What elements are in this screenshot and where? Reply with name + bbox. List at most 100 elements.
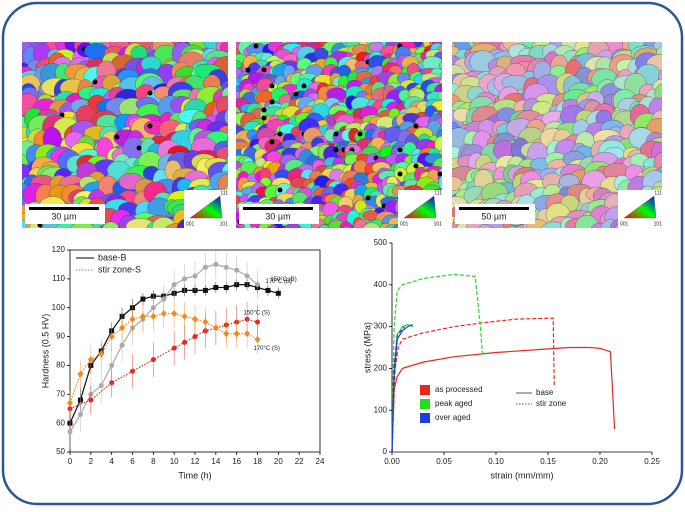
ipf-label: 101: [220, 221, 229, 227]
void: [301, 83, 307, 89]
grain: [439, 60, 442, 70]
series-label: 170°C (B): [266, 279, 292, 285]
marker: [87, 356, 94, 364]
void: [245, 67, 251, 73]
marker: [88, 397, 94, 403]
scale-bar-label: 30 µm: [265, 211, 290, 221]
marker: [140, 296, 146, 302]
y-tick-label: 0: [383, 447, 388, 456]
x-tick-label: 18: [253, 457, 262, 466]
marker: [192, 334, 198, 340]
marker: [244, 330, 251, 338]
marker: [150, 312, 157, 320]
legend-label: base: [536, 388, 554, 397]
x-tick-label: 22: [295, 457, 304, 466]
x-tick-label: 6: [130, 457, 135, 466]
marker: [223, 264, 229, 270]
scale-bar-label: 50 µm: [481, 211, 506, 221]
grain: [437, 91, 442, 101]
series-label: 150°C (B): [270, 277, 296, 283]
legend-label: as processed: [435, 385, 483, 394]
marker: [139, 312, 146, 320]
void: [114, 134, 120, 140]
marker: [129, 315, 136, 323]
ipf-label: 001: [186, 221, 195, 227]
ipf-label: 111: [654, 190, 662, 196]
ipf-triangle: [189, 195, 223, 219]
legend-label: peak aged: [435, 399, 472, 408]
y-tick-label: 500: [374, 238, 388, 247]
grain: [22, 219, 27, 228]
y-tick-label: 60: [56, 418, 65, 427]
marker: [192, 315, 198, 323]
y-tick-label: 300: [374, 322, 388, 331]
marker: [109, 362, 115, 368]
marker: [119, 324, 126, 332]
grain: [478, 224, 492, 228]
ipf-triangle: [403, 195, 437, 219]
marker: [171, 345, 177, 351]
x-tick-label: 2: [89, 457, 94, 466]
legend-swatch: [420, 385, 430, 395]
marker: [254, 335, 261, 343]
marker: [223, 285, 229, 291]
y-axis-title: Hardness (0.5 HV): [40, 314, 50, 389]
ipf-label: 111: [434, 190, 442, 196]
marker: [275, 290, 281, 296]
ipf-label: 001: [620, 221, 629, 227]
marker: [182, 276, 188, 282]
x-tick-label: 10: [170, 457, 179, 466]
scale-bar: [243, 207, 313, 210]
void: [269, 83, 275, 89]
void: [261, 67, 267, 73]
marker: [213, 285, 219, 291]
y-tick-label: 90: [56, 332, 65, 341]
void: [147, 123, 153, 129]
void: [269, 139, 275, 145]
series-line: [391, 273, 484, 453]
void: [397, 147, 403, 153]
void: [357, 131, 363, 137]
grain: [339, 221, 353, 228]
ipf-label: 001: [400, 221, 409, 227]
x-tick-label: 24: [316, 457, 325, 466]
void: [333, 147, 339, 153]
marker: [202, 318, 209, 326]
void: [136, 145, 142, 151]
void: [92, 79, 98, 85]
y-axis-title: stress (MPa): [362, 322, 372, 373]
legend-swatch: [420, 399, 430, 409]
x-tick-label: 0.20: [592, 457, 608, 466]
x-tick-label: 0.25: [644, 457, 660, 466]
legend-label: stir zone-S: [98, 264, 141, 274]
x-tick-label: 20: [274, 457, 283, 466]
x-tick-label: 12: [191, 457, 200, 466]
void: [277, 187, 283, 193]
x-axis-title: Time (h): [178, 470, 211, 480]
ipf-label: 111: [220, 190, 228, 196]
marker: [98, 350, 105, 358]
grain: [216, 146, 228, 162]
marker: [67, 429, 73, 435]
x-tick-label: 16: [232, 457, 241, 466]
marker: [255, 282, 260, 288]
marker: [255, 319, 260, 325]
marker: [119, 342, 125, 348]
micrograph: [236, 42, 442, 228]
marker: [67, 399, 73, 407]
marker: [213, 261, 219, 267]
marker: [265, 287, 271, 293]
marker: [171, 309, 178, 317]
x-tick-label: 4: [109, 457, 114, 466]
marker: [108, 333, 115, 341]
marker: [202, 287, 208, 293]
void: [365, 195, 371, 201]
y-tick-label: 110: [52, 274, 65, 283]
ipf-label: 101: [654, 221, 663, 227]
x-tick-label: 0.00: [384, 457, 400, 466]
legend-label: base-B: [98, 252, 127, 262]
x-tick-label: 0.10: [488, 457, 504, 466]
void: [261, 107, 267, 113]
